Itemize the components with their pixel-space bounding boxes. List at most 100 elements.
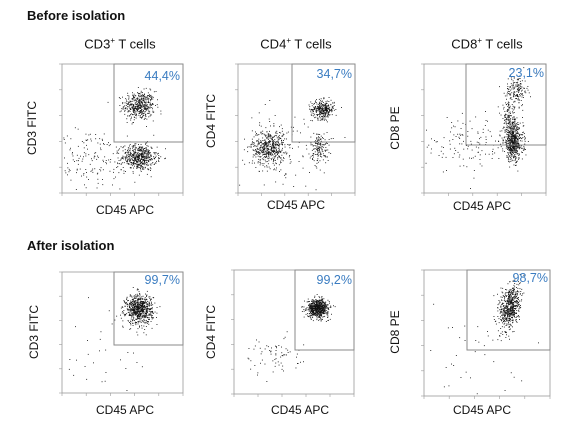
- event-dot: [147, 149, 149, 151]
- event-dot: [515, 140, 517, 142]
- event-dot: [507, 78, 509, 80]
- event-dot: [457, 133, 459, 135]
- event-dot: [523, 87, 525, 89]
- event-dot: [250, 145, 252, 147]
- event-dot: [327, 108, 329, 109]
- event-dot: [140, 311, 142, 313]
- event-dot: [141, 103, 143, 105]
- event-dot: [137, 315, 138, 316]
- event-dot: [137, 305, 139, 307]
- event-dot: [330, 109, 332, 111]
- event-dot: [148, 317, 150, 319]
- event-dot: [137, 97, 139, 99]
- event-dot: [296, 356, 297, 358]
- event-dot: [281, 128, 283, 130]
- event-dot: [139, 146, 141, 148]
- event-dot: [514, 125, 516, 127]
- event-dot: [435, 141, 437, 143]
- event-dot: [257, 155, 259, 157]
- event-dot: [319, 316, 321, 318]
- event-dot: [142, 150, 143, 152]
- event-dot: [126, 390, 128, 391]
- event-dot: [461, 134, 463, 135]
- event-dot: [132, 305, 134, 307]
- event-dot: [519, 78, 521, 79]
- event-dot: [139, 153, 141, 155]
- event-dot: [136, 98, 138, 100]
- event-dot: [133, 296, 135, 298]
- event-dot: [157, 106, 159, 108]
- event-dot: [518, 302, 519, 304]
- event-dot: [133, 122, 134, 123]
- event-dot: [321, 310, 323, 312]
- event-dot: [514, 119, 516, 121]
- event-dot: [506, 307, 508, 309]
- event-dot: [327, 320, 329, 321]
- event-dot: [518, 106, 520, 108]
- event-dot: [316, 310, 318, 312]
- event-dot: [119, 111, 121, 113]
- event-dot: [76, 168, 78, 170]
- event-dot: [133, 107, 135, 109]
- event-dot: [125, 107, 127, 109]
- event-dot: [138, 95, 140, 96]
- event-dot: [286, 152, 288, 154]
- event-dot: [134, 159, 136, 160]
- event-dot: [134, 304, 136, 305]
- event-dot: [151, 307, 153, 309]
- event-dot: [138, 164, 140, 166]
- event-dot: [321, 144, 323, 146]
- event-dot: [516, 146, 517, 148]
- event-dot: [312, 320, 314, 322]
- event-dot: [125, 152, 126, 154]
- event-dot: [509, 289, 511, 291]
- event-dot: [130, 167, 132, 169]
- event-dot: [316, 110, 317, 111]
- event-dot: [312, 314, 314, 316]
- event-dot: [513, 302, 515, 303]
- event-dot: [87, 353, 89, 355]
- event-dot: [269, 134, 271, 136]
- event-dot: [146, 98, 148, 100]
- event-dot: [316, 107, 318, 109]
- event-dot: [520, 86, 522, 88]
- event-dot: [507, 109, 508, 110]
- event-dot: [505, 104, 507, 105]
- event-dot: [84, 184, 85, 186]
- event-dot: [526, 87, 528, 89]
- event-dot: [83, 174, 85, 176]
- event-dot: [267, 152, 269, 154]
- event-dot: [326, 312, 328, 314]
- event-dot: [295, 367, 297, 369]
- event-dot: [127, 303, 128, 305]
- event-dot: [443, 147, 444, 148]
- event-dot: [76, 160, 78, 162]
- event-dot: [142, 95, 144, 97]
- event-dot: [441, 156, 443, 158]
- event-dot: [510, 77, 512, 79]
- event-dot: [505, 294, 507, 296]
- event-dot: [146, 156, 147, 158]
- event-dot: [508, 102, 510, 103]
- event-dot: [503, 318, 505, 320]
- event-dot: [318, 306, 319, 308]
- event-dot: [86, 144, 87, 146]
- event-dot: [141, 306, 143, 308]
- event-dot: [309, 303, 311, 305]
- event-dot: [160, 113, 162, 115]
- event-dot: [272, 145, 274, 147]
- event-dot: [507, 315, 508, 317]
- event-dot: [136, 109, 138, 111]
- event-dot: [143, 160, 145, 161]
- event-dot: [508, 122, 509, 124]
- event-dot: [321, 313, 323, 315]
- event-dot: [77, 163, 79, 165]
- event-dot: [514, 121, 516, 123]
- event-dot: [119, 105, 121, 106]
- event-dot: [281, 355, 283, 356]
- event-dot: [510, 153, 512, 155]
- event-dot: [154, 158, 156, 160]
- event-dot: [262, 143, 264, 145]
- event-dot: [317, 312, 318, 314]
- event-dot: [146, 105, 147, 107]
